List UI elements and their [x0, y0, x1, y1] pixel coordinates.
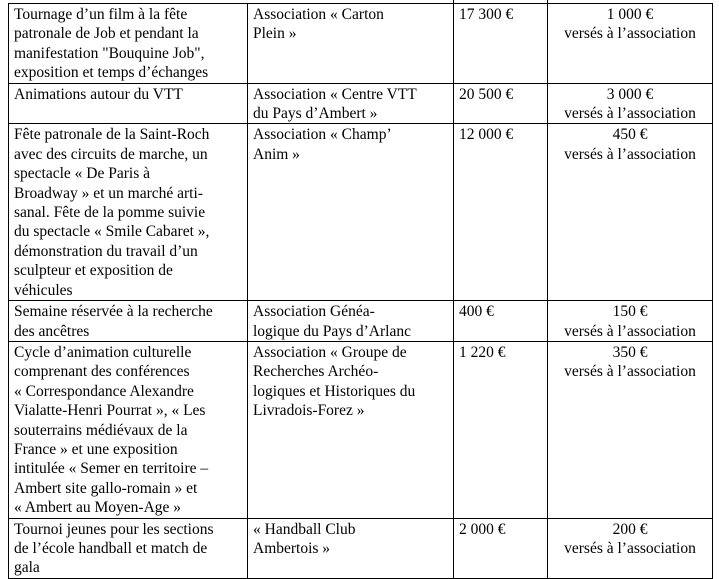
paid-amount-cell: 3 000 € versés à l’association — [547, 82, 713, 125]
table-row: Semaine réservée à la recherche des ancê… — [8, 300, 713, 342]
table-continuation-tick — [453, 0, 454, 4]
table-row: Fête patronale de la Saint-Roch avec des… — [8, 123, 713, 302]
amount-cell: 20 500 € — [453, 82, 548, 125]
event-description-cell: Tournage d’un film à la fête patronale d… — [8, 3, 248, 84]
association-cell: Association Généa- logique du Pays d’Arl… — [247, 300, 454, 342]
association-cell: « Handball Club Ambertois » — [247, 517, 454, 579]
paid-amount-cell: 350 € versés à l’association — [547, 340, 713, 519]
table-row: Animations autour du VTT Association « C… — [8, 82, 713, 125]
event-description-cell: Tournoi jeunes pour les sections de l’éc… — [8, 517, 248, 579]
amount-cell: 2 000 € — [453, 517, 548, 579]
paid-amount-cell: 150 € versés à l’association — [547, 300, 713, 342]
paid-amount-cell: 450 € versés à l’association — [547, 123, 713, 302]
association-cell: Association « Champ’ Anim » — [247, 123, 454, 302]
association-cell: Association « Centre VTT du Pays d’Amber… — [247, 82, 454, 125]
amount-cell: 400 € — [453, 300, 548, 342]
association-cell: Association « Groupe de Recherches Arché… — [247, 340, 454, 519]
table-row: Cycle d’animation culturelle comprenant … — [8, 340, 713, 519]
amount-cell: 1 220 € — [453, 340, 548, 519]
amount-cell: 12 000 € — [453, 123, 548, 302]
subsidy-table: Tournage d’un film à la fête patronale d… — [8, 3, 713, 579]
paid-amount-cell: 200 € versés à l’association — [547, 517, 713, 579]
table-continuation-tick — [547, 0, 548, 4]
table-row: Tournoi jeunes pour les sections de l’éc… — [8, 517, 713, 579]
event-description-cell: Animations autour du VTT — [8, 82, 248, 125]
paid-amount-cell: 1 000 € versés à l’association — [547, 3, 713, 84]
association-cell: Association « Carton Plein » — [247, 3, 454, 84]
event-description-cell: Semaine réservée à la recherche des ancê… — [8, 300, 248, 342]
table-row: Tournage d’un film à la fête patronale d… — [8, 3, 713, 84]
amount-cell: 17 300 € — [453, 3, 548, 84]
event-description-cell: Fête patronale de la Saint-Roch avec des… — [8, 123, 248, 302]
event-description-cell: Cycle d’animation culturelle comprenant … — [8, 340, 248, 519]
